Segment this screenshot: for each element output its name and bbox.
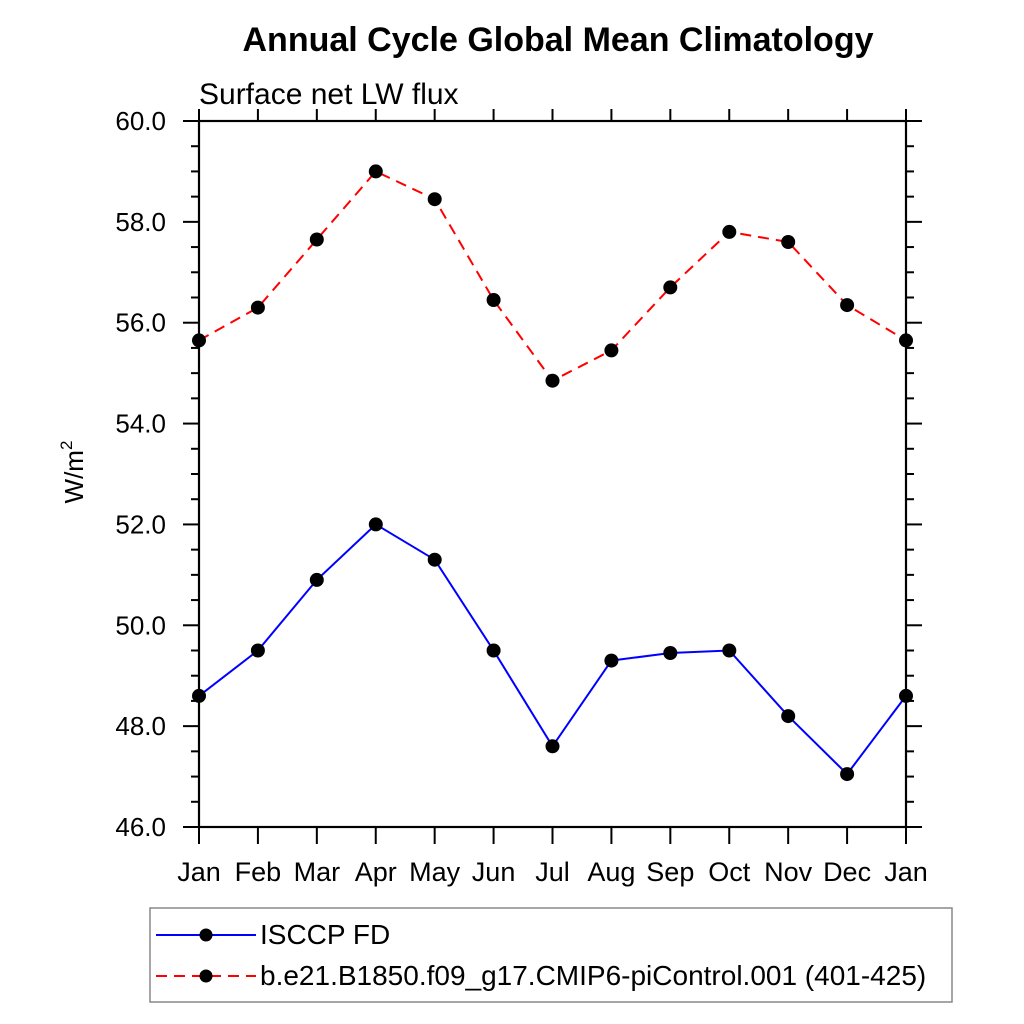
data-point-marker	[309, 572, 324, 587]
series-markers-b-e21-b1850-f09-g17-cmip6-picontrol-001-	[192, 164, 913, 388]
x-tick-label: Dec	[823, 857, 871, 887]
y-tick-label: 58.0	[115, 207, 166, 237]
plot-frame	[197, 119, 908, 829]
data-point-marker	[781, 235, 796, 249]
x-tick-label: Aug	[587, 857, 635, 887]
data-point-marker	[604, 343, 619, 358]
data-point-marker	[427, 192, 442, 207]
data-point-marker	[368, 517, 383, 532]
data-point-marker	[250, 643, 265, 658]
y-axis-label: W/m2	[57, 441, 89, 504]
data-point-marker	[722, 643, 737, 658]
chart-title: Annual Cycle Global Mean Climatology	[243, 21, 874, 59]
legend-box	[149, 907, 953, 1003]
y-tick-label: 56.0	[115, 308, 166, 338]
data-point-marker	[840, 298, 855, 313]
data-point-marker	[545, 373, 560, 388]
x-tick-label: Apr	[355, 857, 397, 887]
x-tick-label: Jan	[884, 857, 928, 887]
data-point-marker	[663, 646, 678, 660]
y-tick-label: 52.0	[115, 509, 166, 539]
data-point-marker	[781, 709, 796, 724]
data-point-marker	[486, 293, 501, 307]
data-point-marker	[722, 224, 737, 239]
data-point-marker	[899, 333, 913, 348]
data-point-marker	[840, 767, 855, 782]
data-point-marker	[427, 552, 442, 567]
data-point-marker	[899, 688, 913, 703]
legend-line-samples	[156, 928, 256, 983]
data-point-marker	[486, 643, 501, 658]
data-point-marker	[368, 164, 383, 179]
y-tick-label: 54.0	[115, 409, 166, 439]
data-point-marker	[663, 280, 678, 295]
plot-area: 46.0 48.0 50.0 52.0 54.0 56.0 58.0 60.0 Jan Feb Ma…	[57, 106, 928, 887]
chart-subtitle: Surface net LW flux	[199, 78, 459, 111]
x-tick-label: Mar	[294, 857, 341, 887]
series-markers-isccp-fd	[192, 517, 913, 782]
y-tick-label: 48.0	[115, 711, 166, 741]
legend-label-picontrol: b.e21.B1850.f09_g17.CMIP6-piControl.001 …	[260, 960, 926, 991]
data-point-marker	[192, 688, 206, 703]
x-axis-ticks: Jan Feb Mar Apr May Jun Jul Aug Sep Oct Nov Dec Jan	[177, 109, 928, 887]
y-tick-label: 46.0	[115, 812, 166, 842]
x-tick-label: Jul	[535, 857, 570, 887]
x-tick-label: Sep	[646, 857, 694, 887]
x-tick-label: May	[409, 857, 461, 887]
y-tick-label: 60.0	[115, 106, 166, 136]
x-tick-label: Oct	[708, 857, 751, 887]
legend-sample-marker	[199, 969, 213, 983]
legend-sample-marker	[199, 928, 213, 942]
legend-label-isccp-fd: ISCCP FD	[260, 919, 390, 950]
x-tick-label: Nov	[764, 857, 813, 887]
y-axis-ticks: 46.0 48.0 50.0 52.0 54.0 56.0 58.0 60.0	[115, 106, 922, 842]
legend: ISCCP FD b.e21.B1850.f09_g17.CMIP6-piCon…	[149, 907, 953, 1003]
x-tick-label: Feb	[235, 857, 282, 887]
data-point-marker	[250, 300, 265, 315]
series-line-b-e21-b1850-f09-g17-cmip6-picontrol-001-	[198, 170, 907, 382]
x-tick-label: Jun	[472, 857, 516, 887]
data-point-marker	[545, 739, 560, 754]
data-point-marker	[192, 333, 206, 348]
y-tick-label: 50.0	[115, 610, 166, 640]
series-line-isccp-fd	[198, 523, 907, 776]
data-point-marker	[309, 232, 324, 247]
x-tick-label: Jan	[177, 857, 221, 887]
data-point-marker	[604, 653, 619, 668]
